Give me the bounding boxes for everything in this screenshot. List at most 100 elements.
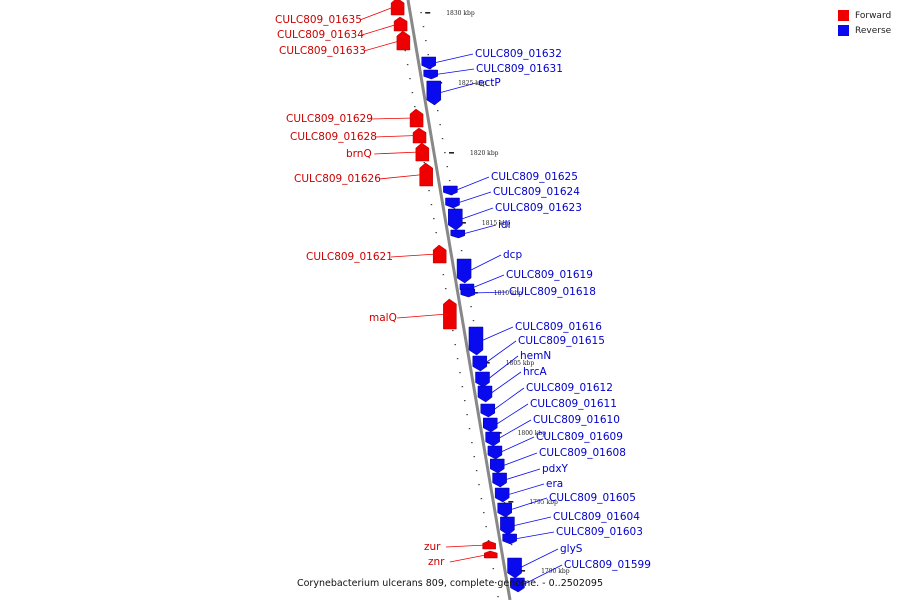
tick-mark — [503, 502, 506, 504]
leader-line — [507, 483, 545, 496]
gene-features — [390, 0, 525, 593]
leader-line — [363, 40, 401, 52]
leader-line — [361, 23, 399, 36]
tick-mark — [480, 498, 483, 500]
scale-label: 1790 kbp — [541, 568, 570, 575]
gene-CULC809_01631-feature — [423, 69, 438, 80]
gene-label-CULC809_01599: CULC809_01599 — [564, 559, 651, 571]
leader-line — [497, 419, 532, 440]
tick-mark — [487, 540, 490, 542]
gene-label-hemN: hemN — [520, 350, 551, 362]
tick-mark — [466, 414, 468, 416]
tick-mark — [468, 428, 471, 430]
tick-mark — [425, 40, 427, 42]
tick-mark — [485, 526, 487, 528]
leader-line — [471, 274, 505, 289]
tick-mark — [506, 516, 508, 518]
scale-labels: 1830 kbp 1825 kbp 1820 kbp 1815 kbp 1810 kbp… — [425, 10, 570, 575]
tick-mark — [478, 484, 480, 486]
gene-brnQ-feature — [415, 142, 430, 162]
gene-CULC809_01603-feature — [502, 533, 517, 545]
leader-line — [492, 387, 525, 411]
reverse-swatch — [838, 25, 849, 36]
leader-line — [487, 355, 519, 380]
leader-line — [519, 548, 559, 569]
gene-label-pdxY: pdxY — [542, 463, 569, 475]
leader-line — [509, 497, 548, 511]
gene-CULC809_01628-feature — [412, 127, 427, 144]
gene-CULC809_01632-feature — [421, 56, 436, 70]
tick-mark — [470, 306, 472, 308]
tick-mark — [497, 596, 499, 598]
tick-mark — [423, 162, 426, 164]
legend: Forward Reverse — [838, 8, 891, 38]
gene-labels: CULC809_01635 CULC809_01634 CULC809_01633 C… — [275, 14, 651, 571]
tick-mark — [475, 470, 478, 472]
scale-tick — [508, 501, 514, 503]
scale-tick — [520, 570, 526, 572]
tick-mark — [422, 26, 425, 28]
tick-mark — [444, 288, 447, 290]
leader-line — [514, 531, 555, 540]
gene-label-CULC809_01612: CULC809_01612 — [526, 382, 613, 394]
gene-label-CULC809_01633: CULC809_01633 — [279, 45, 366, 57]
gene-label-malQ: malQ — [369, 312, 397, 324]
legend-item-forward: Forward — [838, 8, 891, 23]
gene-label-CULC809_01615: CULC809_01615 — [518, 335, 605, 347]
tick-mark — [471, 442, 473, 444]
gene-label-CULC809_01626: CULC809_01626 — [294, 173, 381, 185]
tick-mark — [492, 568, 495, 570]
tick-mark — [406, 64, 409, 66]
tick-mark — [464, 400, 466, 402]
gene-label-CULC809_01619: CULC809_01619 — [506, 269, 593, 281]
gene-glyS-feature — [507, 557, 522, 579]
gene-CULC809_01616-feature — [468, 326, 484, 356]
gene-dcp-feature — [456, 258, 472, 284]
tick-mark — [429, 68, 432, 70]
leader-line — [512, 516, 552, 527]
gene-CULC809_01633-feature — [396, 30, 411, 51]
leader-line — [502, 452, 538, 467]
legend-label-forward: Forward — [855, 10, 892, 21]
gene-label-idi: idi — [498, 219, 511, 231]
gene-label-CULC809_01616: CULC809_01616 — [515, 321, 602, 333]
gene-label-brnQ: brnQ — [346, 148, 372, 160]
gene-era-feature — [494, 487, 510, 503]
gene-label-glyS: glyS — [560, 543, 583, 555]
leader-line — [480, 326, 514, 342]
scale-tick — [449, 152, 455, 154]
leader-line — [522, 564, 563, 586]
gene-CULC809_01605-feature — [497, 502, 512, 518]
gene-pdxY-feature — [492, 472, 507, 488]
leader-line — [433, 53, 474, 64]
gene-znr-feature — [484, 550, 498, 559]
leader-line — [484, 340, 517, 364]
gene-label-CULC809_01624: CULC809_01624 — [493, 186, 580, 198]
leader-line — [460, 207, 494, 220]
gene-CULC809_01624-feature — [445, 197, 460, 209]
gene-CULC809_01618-feature — [460, 288, 476, 298]
gene-label-ectP: ectP — [478, 77, 501, 89]
tick-mark — [456, 358, 459, 360]
tick-mark — [460, 250, 463, 252]
gene-label-CULC809_01635: CULC809_01635 — [275, 14, 362, 26]
leader-line — [359, 6, 396, 21]
label-leaders — [359, 6, 563, 586]
tick-mark — [428, 190, 430, 192]
leader-line — [449, 554, 489, 563]
leader-line — [378, 174, 424, 180]
tick-mark — [483, 512, 485, 514]
gene-CULC809_01599-feature — [510, 577, 525, 593]
legend-label-reverse: Reverse — [855, 25, 892, 36]
tick-mark — [409, 78, 411, 80]
scale-label: 1825 kbp — [458, 80, 487, 87]
gene-hrcA-feature — [477, 385, 493, 403]
gene-CULC809_01608-feature — [489, 458, 505, 474]
gene-label-era: era — [546, 478, 563, 490]
scale-label: 1830 kbp — [446, 10, 475, 17]
gene-label-CULC809_01603: CULC809_01603 — [556, 526, 643, 538]
scale-tick — [460, 222, 466, 224]
leader-line — [390, 253, 438, 258]
leader-line — [374, 135, 418, 138]
